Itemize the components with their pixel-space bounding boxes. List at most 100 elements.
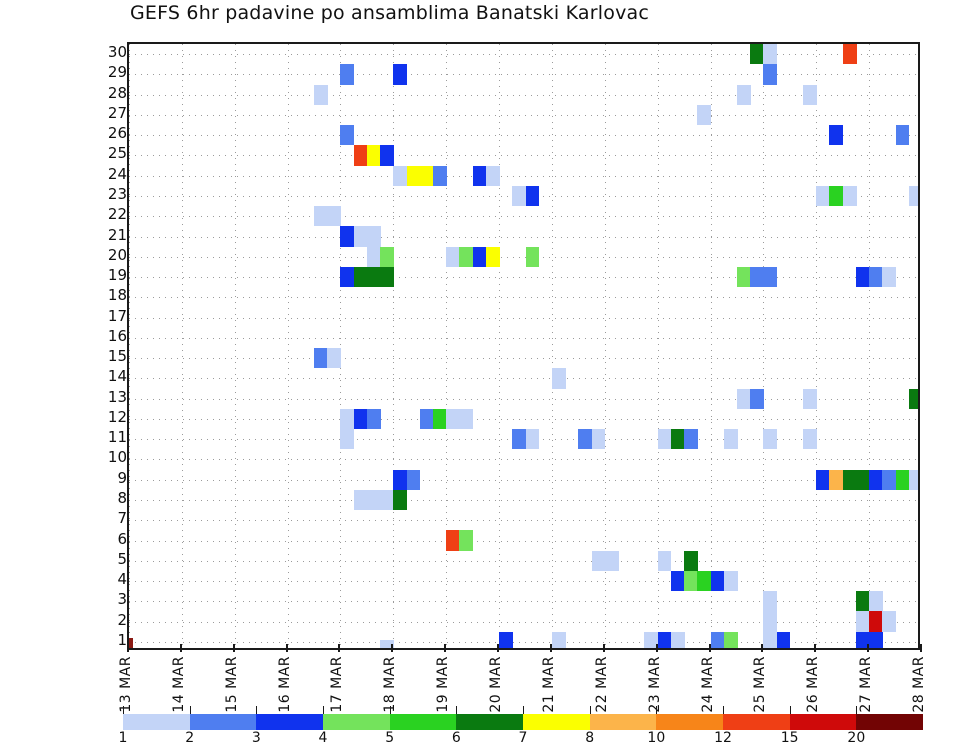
heatmap-cell: [393, 489, 408, 511]
heatmap-cell: [750, 388, 764, 409]
heatmap-cell: [353, 145, 368, 166]
gridline-vertical: [129, 44, 130, 648]
heatmap-cell: [670, 429, 685, 450]
y-axis-tick-label: 20: [107, 245, 127, 264]
x-axis-tick-label: 17 MAR: [329, 656, 346, 713]
gridline-horizontal: [129, 297, 918, 299]
gridline-horizontal: [129, 337, 918, 339]
y-axis-tick-label: 3: [117, 590, 127, 609]
gridline-vertical: [446, 44, 448, 648]
colorbar-segment: [389, 714, 457, 730]
colorbar-segment: [189, 714, 257, 730]
heatmap-cell: [684, 570, 698, 592]
y-axis-tick-label: 9: [117, 468, 127, 487]
heatmap-cell: [750, 44, 764, 65]
heatmap-cell: [670, 570, 685, 592]
heatmap-cell: [908, 388, 918, 409]
x-axis-tick-mark: [867, 644, 870, 652]
colorbar-tick-label: 15: [780, 730, 799, 742]
colorbar: [123, 714, 923, 730]
heatmap-cell: [366, 145, 381, 166]
heatmap-cell: [723, 570, 738, 592]
heatmap-cell: [512, 185, 527, 207]
heatmap-cell: [657, 550, 672, 571]
gridline-horizontal: [129, 479, 918, 481]
heatmap-cell: [869, 631, 883, 648]
x-axis-tick-mark: [232, 644, 235, 652]
gridline-horizontal: [129, 114, 918, 116]
gridline-horizontal: [129, 317, 918, 319]
gridline-vertical: [181, 44, 183, 648]
heatmap-cell: [869, 469, 883, 490]
gridline-vertical: [393, 44, 395, 648]
heatmap-cell: [340, 64, 355, 85]
x-axis-tick-label: 20 MAR: [488, 656, 505, 713]
heatmap-cell: [472, 165, 487, 186]
gridline-horizontal: [129, 520, 918, 522]
colorbar-tick-mark: [323, 706, 324, 714]
heatmap-cell: [736, 266, 751, 288]
y-axis-tick-label: 25: [107, 144, 127, 163]
y-axis-tick-label: 14: [107, 367, 127, 386]
colorbar-segment: [589, 714, 657, 730]
heatmap-cell: [829, 125, 844, 146]
heatmap-cell: [366, 266, 381, 288]
y-axis-tick-label: 8: [117, 489, 127, 507]
x-axis-tick-label: 14 MAR: [170, 656, 187, 713]
heatmap-cell: [803, 84, 817, 105]
heatmap-cell: [393, 469, 408, 490]
colorbar-tick-mark: [256, 706, 258, 714]
colorbar-segment: [856, 714, 923, 730]
colorbar-tick-mark: [656, 706, 658, 714]
gridline-horizontal: [129, 500, 918, 501]
x-axis-tick-label: 28 MAR: [911, 656, 927, 713]
heatmap-cell: [657, 631, 672, 648]
x-axis-tick-label: 13 MAR: [118, 656, 134, 713]
heatmap-cell: [446, 246, 460, 267]
heatmap-cell: [340, 266, 355, 288]
gridline-vertical: [499, 44, 501, 648]
heatmap-cell: [684, 429, 698, 450]
colorbar-tick-mark: [789, 706, 791, 714]
heatmap-cell: [446, 408, 460, 430]
x-axis-tick-mark: [338, 644, 341, 652]
y-axis-tick-label: 27: [107, 103, 127, 122]
heatmap-cell: [314, 348, 328, 369]
y-axis-tick-label: 10: [107, 448, 127, 467]
heatmap-cell: [736, 388, 751, 409]
x-axis-tick-label: 21 MAR: [540, 656, 557, 713]
x-axis-tick-label: 19 MAR: [435, 656, 452, 713]
gridline-vertical: [234, 44, 236, 648]
heatmap-cell: [499, 631, 513, 648]
heatmap-cell: [869, 591, 883, 612]
colorbar-tick-label: 20: [847, 730, 866, 742]
chart-title: GEFS 6hr padavine po ansamblima Banatski…: [130, 2, 650, 24]
heatmap-cell: [366, 246, 381, 267]
x-axis-tick-mark: [444, 644, 447, 652]
x-axis-tick-label: 23 MAR: [646, 656, 663, 713]
heatmap-cell: [842, 44, 857, 65]
heatmap-cell: [459, 408, 474, 430]
gridline-vertical: [763, 44, 765, 648]
heatmap-cell: [353, 266, 368, 288]
heatmap-cell: [697, 570, 712, 592]
heatmap-cell: [380, 246, 394, 267]
colorbar-segment: [123, 714, 190, 730]
heatmap-cell: [380, 266, 394, 288]
x-axis-tick-label: 24 MAR: [699, 656, 716, 713]
heatmap-cell: [512, 429, 527, 450]
heatmap-cell: [380, 639, 394, 648]
x-axis-tick-mark: [391, 644, 394, 652]
gridline-horizontal: [129, 418, 918, 420]
y-axis: 1 2 3 4 5 6 7 8 9 10 11 12 13 14 15 16 17 18 19 20 21 22 23 24 2…: [75, 42, 135, 650]
gridline-horizontal: [129, 358, 918, 360]
heatmap-cell: [763, 611, 778, 632]
y-axis-tick-label: 26: [107, 124, 127, 143]
gridline-horizontal: [129, 175, 918, 177]
y-axis-tick-label: 23: [107, 185, 127, 203]
heatmap-cell: [406, 165, 421, 186]
heatmap-cell: [327, 206, 342, 227]
y-axis-tick-label: 7: [117, 509, 127, 528]
heatmap-cell: [684, 550, 698, 571]
colorbar-tick-label: 8: [585, 730, 595, 742]
